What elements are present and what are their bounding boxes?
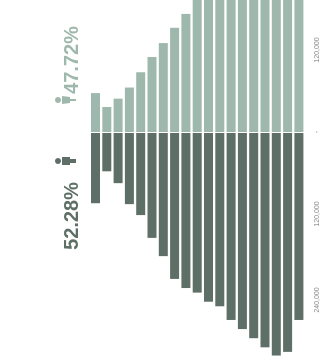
female-bar-11: [204, 0, 213, 132]
male-bar-10: [192, 133, 202, 293]
female-bar-19: [294, 0, 304, 132]
female-bar-12: [215, 0, 225, 132]
male-bar-17: [271, 133, 281, 356]
axis-tick-label-2: 120,000: [314, 201, 321, 226]
female-bar-15: [249, 0, 259, 132]
axis-tick-label-1: 120,000: [314, 37, 321, 62]
male-bar-7: [158, 133, 168, 257]
male-bar-18: [283, 133, 293, 352]
male-bar-8: [170, 133, 180, 279]
female-bar-4: [124, 87, 134, 132]
male-bar-1: [91, 133, 100, 204]
female-bar-17: [271, 0, 281, 132]
female-bar-18: [283, 0, 293, 132]
male-bar-11: [204, 133, 213, 302]
female-bar-6: [147, 56, 157, 132]
male-bar-3: [113, 133, 123, 184]
female-percent-label: 47.72%: [61, 26, 83, 94]
female-person-icon: [55, 96, 76, 104]
axis-tick-top: 120,000: [314, 37, 321, 62]
male-bar-12: [215, 133, 225, 307]
male-percent-label: 52.28%: [61, 182, 83, 250]
male-bar-4: [124, 133, 134, 205]
female-label-group: 47.72%: [61, 26, 83, 94]
male-bar-9: [181, 133, 191, 289]
axis-center-tick: -: [314, 130, 321, 133]
female-bar-10: [192, 0, 202, 132]
axis-tick-label-3: 240,000: [314, 287, 321, 312]
female-bar-3: [113, 98, 123, 132]
bars-group: [91, 0, 304, 356]
male-bar-13: [226, 133, 236, 320]
female-bar-13: [226, 0, 236, 132]
female-bar-7: [158, 43, 168, 132]
female-bar-8: [170, 27, 180, 132]
axis-tick-center: -: [314, 130, 321, 133]
male-bar-5: [136, 133, 146, 216]
female-bar-14: [237, 0, 247, 132]
male-bar-19: [294, 133, 304, 320]
female-bar-1: [91, 93, 100, 132]
male-bar-2: [102, 133, 112, 172]
male-bar-16: [260, 133, 270, 348]
axis-tick-bottom: 240,000: [314, 287, 321, 312]
male-bar-14: [237, 133, 247, 330]
male-bar-6: [147, 133, 157, 238]
female-bar-16: [260, 0, 270, 132]
female-bar-9: [181, 13, 191, 132]
axis-tick-mid: 120,000: [314, 201, 321, 226]
female-bar-5: [136, 72, 146, 132]
male-bar-15: [249, 133, 259, 339]
female-bar-2: [102, 106, 112, 132]
male-person-icon: [55, 157, 76, 165]
male-label-group: 52.28%: [61, 182, 83, 250]
